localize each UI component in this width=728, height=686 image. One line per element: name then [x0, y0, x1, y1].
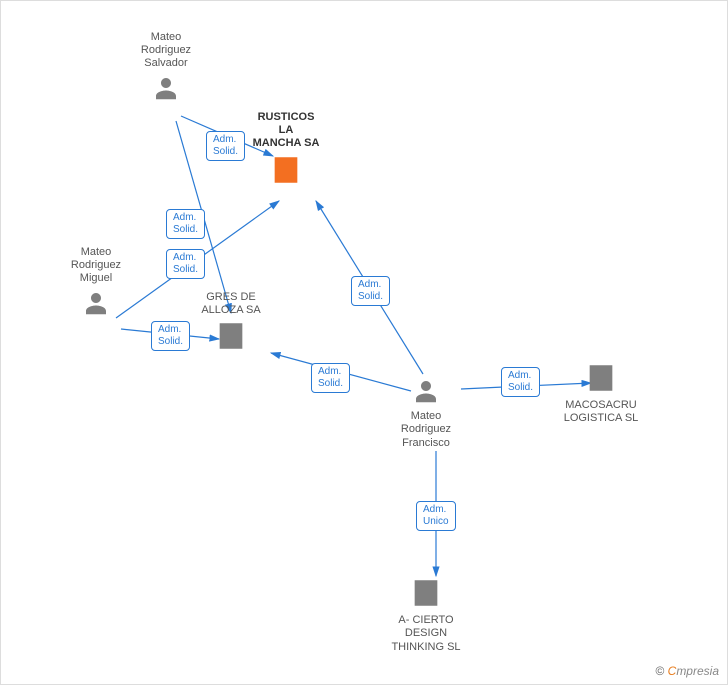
edge-label-p3-b3: Adm.Solid.: [501, 367, 540, 397]
person-icon: [81, 288, 111, 322]
node-label: MateoRodriguezMiguel: [51, 246, 141, 286]
node-label: RUSTICOSLAMANCHA SA: [241, 111, 331, 151]
network-diagram: MateoRodriguezSalvador MateoRodriguezMigu…: [0, 0, 728, 685]
copyright-symbol: ©: [655, 664, 664, 678]
person-icon: [151, 73, 181, 107]
edge-label-p3-b1: Adm.Solid.: [351, 276, 390, 306]
edge-label-p1-b1: Adm.Solid.: [206, 131, 245, 161]
node-p2: MateoRodriguezMiguel: [51, 246, 141, 322]
node-label: MACOSACRULOGISTICA SL: [556, 399, 646, 425]
node-b4: A- CIERTODESIGNTHINKING SL: [381, 576, 471, 656]
node-b1: RUSTICOSLAMANCHA SA: [241, 111, 331, 191]
building-icon: [584, 361, 618, 399]
node-label: MateoRodriguezSalvador: [121, 31, 211, 71]
node-label: MateoRodriguezFrancisco: [381, 410, 471, 450]
edge-label-p1-b2: Adm.Solid.: [166, 209, 205, 239]
node-label: GRES DEALLOZA SA: [186, 291, 276, 317]
brand-rest: mpresia: [676, 664, 719, 678]
node-p1: MateoRodriguezSalvador: [121, 31, 211, 107]
person-icon: [411, 376, 441, 410]
node-p3: MateoRodriguezFrancisco: [381, 376, 471, 452]
credit: © Cmpresia: [655, 664, 719, 678]
edge-label-p3-b2: Adm.Solid.: [311, 363, 350, 393]
building-icon: [409, 576, 443, 614]
edge-label-p2-b1: Adm.Solid.: [166, 249, 205, 279]
edges-layer: [1, 1, 728, 686]
node-b2: GRES DEALLOZA SA: [186, 291, 276, 358]
edge-label-p3-b4: Adm.Unico: [416, 501, 456, 531]
edge-label-p2-b2: Adm.Solid.: [151, 321, 190, 351]
node-label: A- CIERTODESIGNTHINKING SL: [381, 614, 471, 654]
node-b3: MACOSACRULOGISTICA SL: [556, 361, 646, 428]
brand-c: C: [668, 664, 677, 678]
building-icon: [214, 319, 248, 357]
building-icon: [269, 153, 303, 191]
